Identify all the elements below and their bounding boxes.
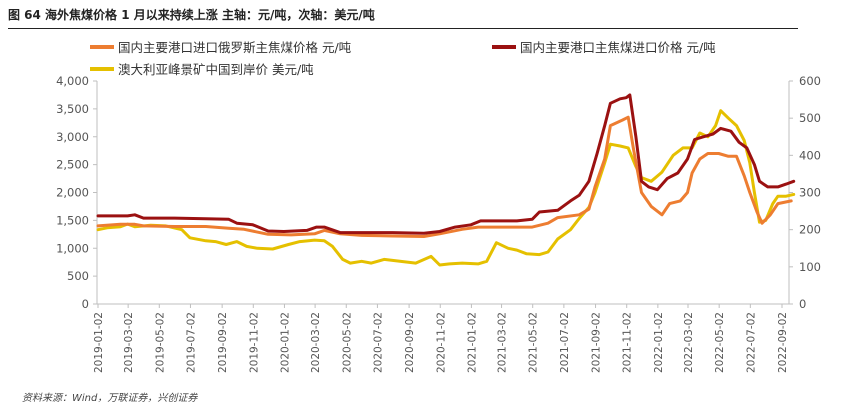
x-tick-label: 2021-11-02	[622, 312, 634, 373]
y-right-tick-label: 0	[799, 297, 806, 311]
y-right-tick-label: 300	[799, 186, 821, 200]
x-tick-label: 2021-03-02	[497, 312, 509, 373]
y-right-tick-label: 500	[799, 111, 821, 125]
axes: 0 500 1,000 1,500 2,000 2,500 3,000 3,500 4,000 0…	[56, 74, 821, 373]
series-line-australia	[96, 109, 796, 267]
x-tick-label: 2019-01-02	[93, 312, 105, 373]
x-tick-label: 2019-09-02	[217, 312, 229, 373]
legend-label-main_import: 国内主要港口主焦煤进口价格 元/吨	[520, 40, 716, 55]
x-tick-label: 2019-11-02	[248, 312, 260, 373]
y-left-tick-label: 2,000	[56, 186, 89, 200]
source-note: 资料来源：Wind，万联证券，兴创证券	[22, 393, 198, 404]
x-tick-label: 2021-01-02	[466, 312, 478, 373]
legend-label-russia: 国内主要港口进口俄罗斯主焦煤价格 元/吨	[118, 40, 352, 55]
series-line-main_import	[96, 93, 796, 235]
x-tick-label: 2022-07-02	[745, 312, 757, 373]
x-tick-label: 2021-05-02	[528, 312, 540, 373]
x-tick-label: 2020-03-02	[310, 312, 322, 373]
x-tick-label: 2021-07-02	[559, 312, 571, 373]
x-tick-label: 2020-09-02	[404, 312, 416, 373]
x-tick-label: 2020-01-02	[279, 312, 291, 373]
y-left-tick-label: 2,500	[56, 158, 89, 172]
y-right-tick-label: 400	[799, 148, 821, 162]
x-tick-label: 2020-11-02	[435, 312, 447, 373]
y-right-tick-label: 200	[799, 223, 821, 237]
x-tick-label: 2022-09-02	[777, 312, 789, 373]
x-tick-label: 2021-09-02	[591, 312, 603, 373]
y-left-tick-label: 0	[82, 297, 89, 311]
legend: 国内主要港口进口俄罗斯主焦煤价格 元/吨 国内主要港口主焦煤进口价格 元/吨澳大利…	[90, 40, 716, 77]
x-tick-label: 2022-03-02	[683, 312, 695, 373]
title-rule	[8, 28, 798, 29]
x-tick-label: 2019-05-02	[154, 312, 166, 373]
y-left-tick-label: 1,500	[56, 213, 89, 227]
series-layer	[96, 93, 796, 267]
y-left-tick-label: 4,000	[56, 74, 89, 88]
figure-title: 图 64 海外焦煤价格 1 月以来持续上涨 主轴：元/吨，次轴：美元/吨	[8, 8, 375, 22]
x-tick-label: 2019-03-02	[123, 312, 135, 373]
x-tick-label: 2019-07-02	[185, 312, 197, 373]
x-tick-label: 2022-05-02	[714, 312, 726, 373]
y-left-tick-label: 3,500	[56, 102, 89, 116]
legend-label-australia: 澳大利亚峰景矿中国到岸价 美元/吨	[118, 62, 314, 77]
x-tick-label: 2020-05-02	[341, 312, 353, 373]
y-left-tick-label: 500	[67, 269, 89, 283]
y-left-tick-label: 1,000	[56, 241, 89, 255]
y-right-tick-label: 600	[799, 74, 821, 88]
x-tick-label: 2022-01-02	[653, 312, 665, 373]
y-left-tick-label: 3,000	[56, 130, 89, 144]
series-line-russia	[96, 115, 793, 238]
y-right-tick-label: 100	[799, 260, 821, 274]
x-tick-label: 2020-07-02	[372, 312, 384, 373]
